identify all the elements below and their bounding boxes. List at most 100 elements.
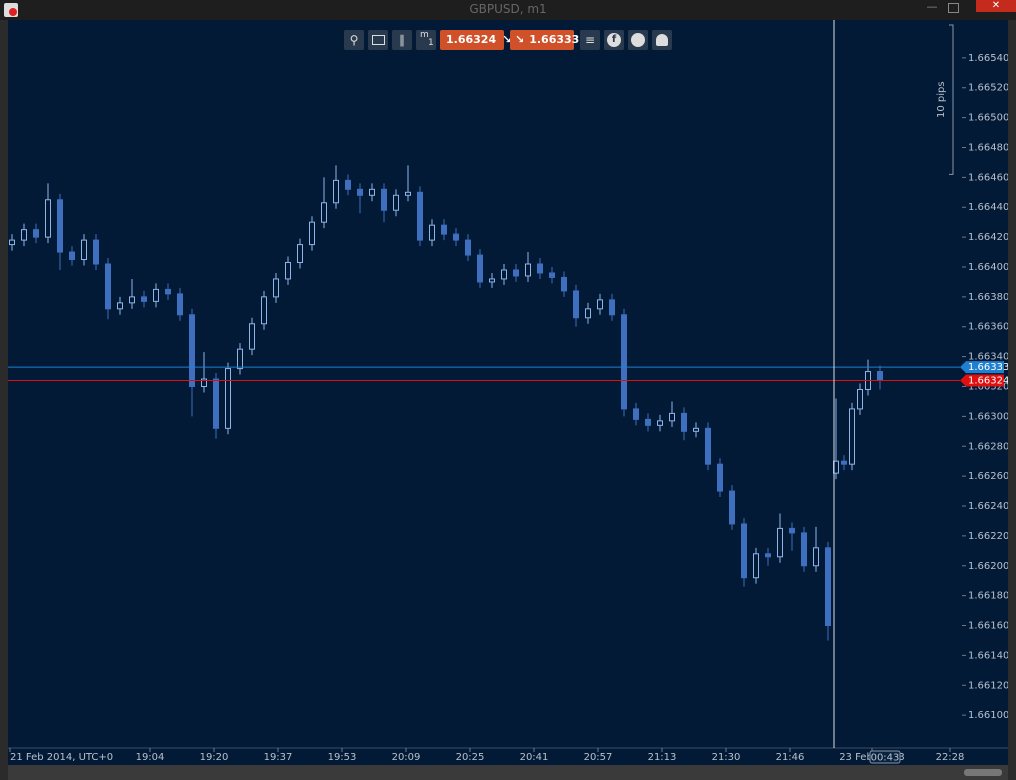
- y-tick-label: 1.66460: [968, 172, 1008, 183]
- close-button[interactable]: ✕: [976, 0, 1016, 12]
- x-tick-label: 19:37: [264, 752, 293, 763]
- candle-body: [825, 547, 831, 627]
- candle-body: [81, 239, 87, 261]
- maximize-button[interactable]: [948, 3, 959, 13]
- x-tick-label: 21:13: [648, 752, 677, 763]
- candle-body: [525, 263, 531, 277]
- candle-body: [33, 229, 39, 238]
- candle-body: [841, 460, 847, 465]
- y-tick-label: 1.66120: [968, 680, 1008, 691]
- candle-body: [225, 368, 231, 429]
- candle-body: [537, 263, 543, 274]
- candle-body: [141, 296, 147, 302]
- ask-line-tag: [960, 361, 1004, 374]
- candle-body: [573, 290, 579, 319]
- candle-body: [453, 233, 459, 241]
- y-tick-label: 1.66320: [968, 382, 1008, 393]
- candle-body: [765, 553, 771, 558]
- candle-body: [237, 348, 243, 370]
- x-tick-label: 22:28: [936, 752, 965, 763]
- y-tick-label: 1.66140: [968, 650, 1008, 661]
- timeframe-unit: m: [420, 30, 429, 40]
- candle-body: [93, 239, 99, 265]
- candle-body: [657, 420, 663, 426]
- sell-price: 1.66324: [446, 33, 497, 46]
- y-tick-label: 1.66260: [968, 471, 1008, 482]
- y-tick-label: 1.66220: [968, 531, 1008, 542]
- candle-body: [513, 269, 519, 277]
- x-tick-label: 20:57: [584, 752, 613, 763]
- candle-body: [45, 199, 51, 238]
- y-tick-label: 1.66180: [968, 591, 1008, 602]
- title-bar: GBPUSD, m1 — ✕: [0, 0, 1016, 20]
- candle-body: [57, 199, 63, 253]
- candle-body: [357, 188, 363, 196]
- candle-body: [441, 224, 447, 235]
- candle-body: [69, 251, 75, 261]
- candle-body: [465, 239, 471, 256]
- candle-body: [153, 288, 159, 302]
- candle-body: [877, 371, 883, 382]
- facebook-button[interactable]: f: [604, 30, 624, 50]
- candle-body: [321, 202, 327, 223]
- candle-body: [585, 308, 591, 319]
- candle-body: [285, 262, 291, 280]
- candle-body: [609, 299, 615, 316]
- x-tick-label: 21 Feb 2014, UTC+0: [10, 752, 113, 763]
- candle-body: [857, 388, 863, 410]
- app-icon: [4, 3, 18, 17]
- candle-body: [9, 239, 15, 246]
- y-tick-label: 1.66420: [968, 232, 1008, 243]
- y-tick-label: 1.66440: [968, 202, 1008, 213]
- candle-body: [333, 179, 339, 204]
- candle-body: [621, 314, 627, 410]
- bid-line-label: 1.66324: [968, 376, 1008, 387]
- zoom-button[interactable]: ⚲: [344, 30, 364, 50]
- y-tick-label: 1.66200: [968, 561, 1008, 572]
- buy-button[interactable]: ↘ 1.66333: [510, 30, 579, 50]
- y-tick-label: 1.66100: [968, 710, 1008, 721]
- candle-body: [729, 490, 735, 525]
- y-tick-label: 1.66400: [968, 262, 1008, 273]
- candle-body: [165, 288, 171, 295]
- candle-body: [801, 532, 807, 567]
- minimize-button[interactable]: —: [926, 0, 938, 13]
- toolbar: ⚲ ∥ m 1 1.66324 ↘ ↘ 1.66333 ≡ f: [344, 30, 674, 50]
- list-button[interactable]: ≡: [580, 30, 600, 50]
- screenshot-button[interactable]: [368, 30, 388, 50]
- y-tick-label: 1.66240: [968, 501, 1008, 512]
- chart: 1.66100 1.66120 1.66140 1.66160 1.66180 1.662…: [8, 20, 1008, 765]
- cursor-tag: [869, 750, 901, 764]
- candle-body: [561, 276, 567, 292]
- candle-body: [777, 527, 783, 558]
- candle-body: [741, 523, 747, 579]
- candle-body: [849, 408, 855, 465]
- scroll-thumb[interactable]: [964, 769, 1002, 776]
- candle-body: [21, 229, 27, 241]
- chart-type-button[interactable]: ∥: [392, 30, 412, 50]
- share-button[interactable]: [628, 30, 648, 50]
- candle-body: [429, 224, 435, 241]
- account-button[interactable]: [652, 30, 672, 50]
- y-tick-label: 1.66540: [968, 53, 1008, 64]
- candle-body: [309, 221, 315, 246]
- candle-body: [345, 179, 351, 190]
- candle-body: [177, 293, 183, 316]
- candle-body: [393, 194, 399, 211]
- plot-background: [8, 20, 1008, 765]
- sell-button[interactable]: 1.66324 ↘: [440, 30, 511, 50]
- y-tick-label: 1.66480: [968, 142, 1008, 153]
- timeframe-button[interactable]: m 1: [416, 30, 436, 50]
- candle-body: [705, 427, 711, 465]
- x-tick-label: 21:30: [712, 752, 741, 763]
- candle-body: [201, 378, 207, 388]
- candle-body: [405, 191, 411, 196]
- candle-body: [717, 463, 723, 492]
- y-tick-label: 1.66340: [968, 352, 1008, 363]
- scrollbar[interactable]: [8, 765, 1008, 780]
- pip-scale-label: 10 pips: [936, 81, 947, 118]
- candle-body: [477, 254, 483, 283]
- candle-body: [489, 278, 495, 283]
- x-tick-label: 20:41: [520, 752, 549, 763]
